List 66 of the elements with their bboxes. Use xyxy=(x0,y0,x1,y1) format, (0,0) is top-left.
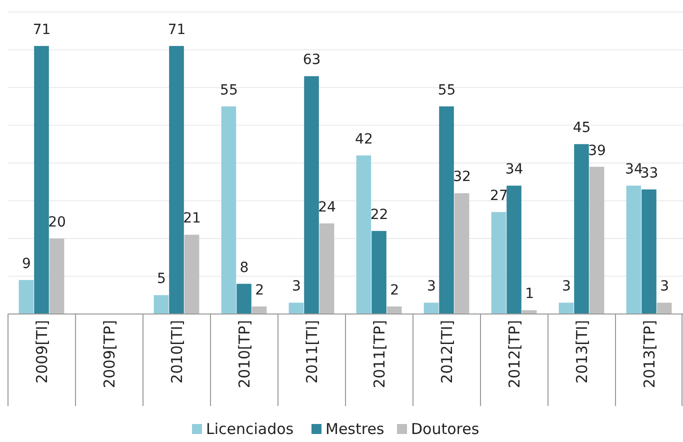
data-label: 63 xyxy=(302,52,321,68)
data-label: 2 xyxy=(390,282,400,298)
x-tick-label: 2010[TI] xyxy=(168,320,186,384)
data-label: 34 xyxy=(625,162,643,178)
data-label: 20 xyxy=(48,214,66,230)
data-label: 1 xyxy=(525,286,534,302)
x-tick-label: 2011[TP] xyxy=(370,320,388,388)
data-label: 45 xyxy=(572,120,591,136)
bar xyxy=(656,302,672,314)
data-label: 2 xyxy=(255,282,264,298)
bar xyxy=(439,106,454,314)
bar xyxy=(236,284,252,314)
x-tick-label: 2011[TI] xyxy=(302,320,321,384)
bar xyxy=(34,46,49,314)
legend-label: Licenciados xyxy=(206,420,294,438)
x-tick-label: 2013[TI] xyxy=(572,320,591,384)
data-label: 3 xyxy=(292,278,301,295)
bar xyxy=(169,46,184,314)
bar xyxy=(154,295,169,314)
data-label: 22 xyxy=(370,206,388,223)
bar xyxy=(642,189,656,314)
data-label: 3 xyxy=(562,278,571,295)
bar xyxy=(288,302,304,314)
bar xyxy=(491,212,506,314)
data-label: 33 xyxy=(640,165,658,182)
bar xyxy=(252,306,267,314)
data-label: 32 xyxy=(453,169,471,186)
x-tick-label: 2013[TP] xyxy=(640,320,658,388)
x-tick-label: 2009[TP] xyxy=(100,320,118,388)
bar xyxy=(386,306,402,314)
bar xyxy=(319,223,334,314)
bar xyxy=(522,310,537,314)
bar xyxy=(18,280,34,314)
bar xyxy=(574,144,589,314)
data-label: 3 xyxy=(426,278,436,295)
bar xyxy=(356,155,372,314)
x-tick-label: 2012[TI] xyxy=(438,320,456,384)
data-label: 55 xyxy=(438,82,456,98)
x-tick-label: 2010[TP] xyxy=(235,320,254,388)
data-label: 34 xyxy=(505,162,524,178)
data-label: 8 xyxy=(240,260,249,276)
bar xyxy=(372,230,386,314)
bar xyxy=(184,234,200,314)
bar xyxy=(221,106,236,314)
data-label: 39 xyxy=(588,142,606,159)
data-label: 24 xyxy=(318,199,336,216)
data-label: 21 xyxy=(183,210,201,227)
data-label: 5 xyxy=(156,271,166,288)
bar xyxy=(506,186,522,314)
bar xyxy=(558,302,574,314)
legend-label: Doutores xyxy=(411,420,480,438)
data-label: 3 xyxy=(660,278,670,295)
legend-label: Mestres xyxy=(326,420,384,438)
data-label: 42 xyxy=(355,131,373,148)
data-label: 9 xyxy=(22,256,31,272)
bar xyxy=(454,193,470,314)
bar xyxy=(49,238,64,314)
bar xyxy=(424,302,439,314)
x-tick-label: 2009[TI] xyxy=(32,320,51,384)
bar xyxy=(304,76,319,314)
data-label: 71 xyxy=(168,22,186,38)
data-label: 55 xyxy=(220,82,238,98)
x-tick-label: 2012[TP] xyxy=(505,320,524,388)
bar xyxy=(626,186,642,314)
bar xyxy=(589,166,604,314)
data-label: 71 xyxy=(32,22,51,38)
